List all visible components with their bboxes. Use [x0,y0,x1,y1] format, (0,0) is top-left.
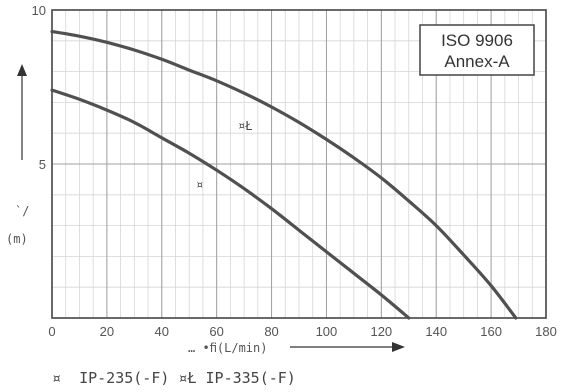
y-axis-label: `/ [15,204,29,218]
y-tick-labels: 5 10 [32,3,46,172]
x-tick-label: 140 [425,324,447,339]
x-tick-label: 60 [209,324,223,339]
x-tick-label: 120 [370,324,392,339]
x-tick-label: 100 [316,324,338,339]
y-tick-label: 5 [39,157,46,172]
x-tick-labels: 0 20 40 60 80 100 120 140 160 180 [48,324,556,339]
y-axis-unit: (m) [6,232,28,246]
y-axis-arrow-head [17,64,27,76]
y-tick-label: 10 [32,3,46,18]
x-tick-label: 0 [48,324,55,339]
x-tick-label: 180 [535,324,557,339]
x-tick-label: 40 [155,324,169,339]
series-group [50,30,518,320]
iso-annotation-line1: ISO 9906 [441,31,513,50]
x-tick-label: 20 [100,324,114,339]
curve-label-large: ¤Ł [238,119,252,133]
iso-annotation-box [419,24,535,76]
series-line-1 [50,88,411,320]
x-axis-label: … •ﬁ(L/min) [188,341,267,355]
series-line-2 [50,30,518,320]
iso-annotation-line2: Annex-A [444,52,510,71]
x-axis-arrow-head [392,342,405,352]
legend-text: ¤ IP-235(-F) ¤Ł IP-335(-F) [52,369,296,387]
x-tick-label: 160 [480,324,502,339]
x-tick-label: 80 [264,324,278,339]
curve-label-small: ¤ [196,178,203,192]
plot-frame [51,9,547,319]
